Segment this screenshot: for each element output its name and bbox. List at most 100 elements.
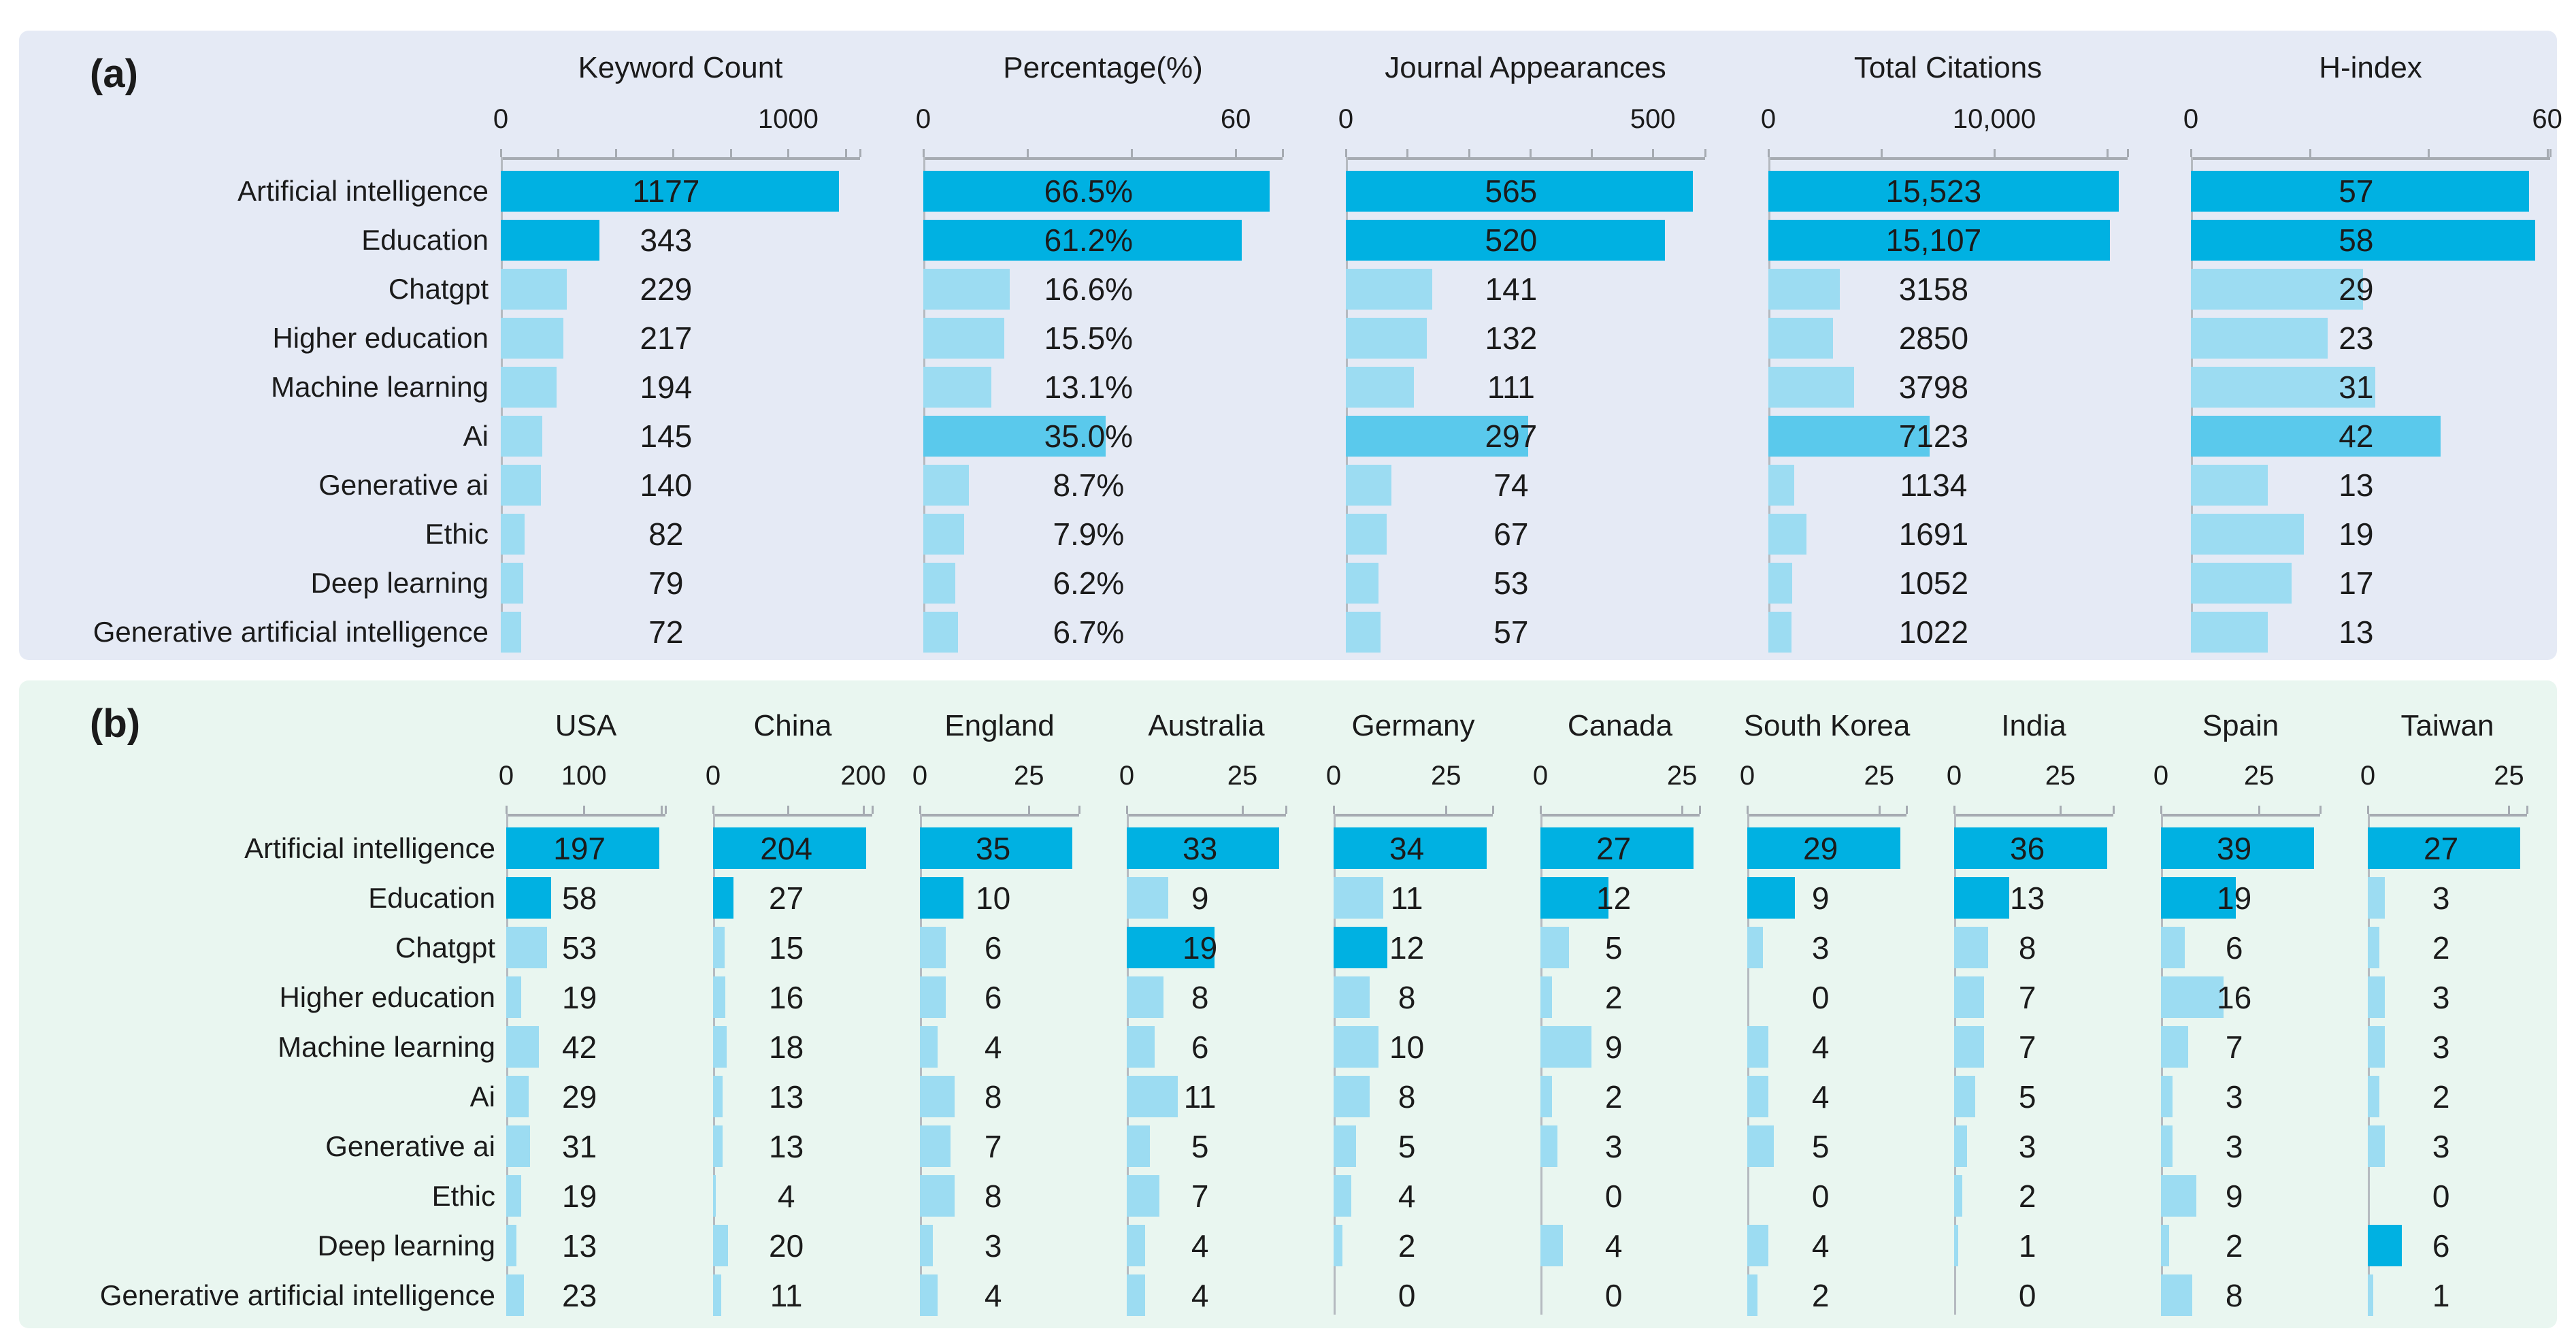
bar-value-label: 72 [648, 614, 684, 650]
axis-tick-label-zero: 0 [2183, 104, 2199, 134]
bar-value-label: 58 [562, 880, 597, 916]
axis-tick-label-max: 60 [2532, 104, 2562, 134]
row-label: Ethic [431, 1179, 495, 1212]
bar-value-label: 23 [2339, 320, 2374, 356]
bar [501, 612, 522, 653]
row-label: Higher education [279, 981, 495, 1013]
bar-value-label: 4 [1191, 1228, 1209, 1264]
chart-column: China 0 200 204 27 15 16 18 13 13 4 20 11 [706, 680, 886, 1328]
bar [506, 877, 552, 919]
column-title: England [944, 709, 1055, 742]
bar-value-label: 27 [1596, 830, 1632, 866]
bar [713, 927, 725, 968]
axis-tick-mark [1333, 806, 1335, 814]
bar-value-label: 13 [2339, 614, 2374, 650]
axis-tick-label-max: 25 [1227, 761, 1258, 791]
bar [1768, 220, 2110, 261]
bar [1768, 612, 1791, 653]
axis-tick-mark [1768, 149, 1770, 157]
bar [1954, 1076, 1976, 1117]
bar-value-label: 9 [1191, 880, 1209, 916]
axis-tick-label-max: 25 [1014, 761, 1044, 791]
bar [2191, 269, 2364, 310]
row-label: Higher education [272, 322, 489, 354]
axis-tick-mark [2160, 806, 2162, 814]
bar [2161, 927, 2185, 968]
bar [2368, 1274, 2374, 1316]
bar-value-label: 7123 [1898, 418, 1969, 454]
bar-value-label: 3 [2225, 1079, 2243, 1115]
chart-column: South Korea 0 25 29 9 3 0 4 4 5 0 4 2 [1740, 680, 1910, 1328]
bar-value-label: 2850 [1898, 320, 1969, 356]
bar-value-label: 17 [2339, 565, 2374, 601]
row-label: Artificial intelligence [237, 175, 489, 207]
column-title: South Korea [1743, 709, 1911, 742]
bar [501, 171, 840, 212]
column-title: H-index [2319, 51, 2422, 84]
bar-value-label: 194 [640, 369, 693, 405]
axis-tick-label-zero: 0 [705, 761, 721, 791]
bar-value-label: 33 [1183, 830, 1218, 866]
bar [1747, 827, 1900, 869]
bar [1768, 514, 1807, 555]
bar-value-label: 31 [562, 1128, 597, 1164]
bar-value-label: 3 [1604, 1128, 1623, 1164]
bar-value-label: 3 [2432, 1029, 2450, 1065]
bar-value-label: 61.2% [1044, 223, 1134, 258]
bar [1334, 1076, 1370, 1117]
bar-value-label: 4 [1811, 1228, 1830, 1264]
bar-value-label: 1691 [1898, 516, 1969, 552]
chart-column: Spain 0 25 39 19 6 16 7 3 3 9 2 8 [2153, 680, 2322, 1328]
bar [923, 563, 956, 604]
bar [501, 465, 542, 506]
bar-value-label: 140 [640, 467, 693, 503]
bar [923, 416, 1106, 457]
bar [2191, 465, 2268, 506]
bar-value-label: 520 [1485, 223, 1538, 258]
bar-value-label: 10 [976, 880, 1011, 916]
chart-column: Germany 0 25 34 11 12 8 10 8 5 4 2 0 [1326, 680, 1494, 1328]
axis-line [506, 814, 665, 817]
bar [2161, 877, 2236, 919]
bar [1127, 1076, 1178, 1117]
bar-value-label: 343 [640, 223, 693, 258]
row-label: Generative ai [318, 469, 489, 501]
row-label: Ai [469, 1080, 495, 1113]
axis-tick-mark [2549, 149, 2552, 157]
bar-value-label: 29 [1803, 830, 1838, 866]
bar-value-label: 57 [1493, 614, 1529, 650]
bar-value-label: 20 [769, 1228, 804, 1264]
axis-tick-label-zero: 0 [1325, 761, 1342, 791]
bar-value-label: 39 [2217, 830, 2252, 866]
bar-value-label: 7 [2018, 979, 2036, 1015]
bar-value-label: 34 [1389, 830, 1425, 866]
bar-value-label: 2 [1811, 1277, 1830, 1313]
bar-value-label: 11 [770, 1277, 803, 1313]
bar-value-label: 42 [562, 1029, 597, 1065]
axis-tick-mark [2113, 806, 2115, 814]
axis-tick-label-zero: 0 [493, 104, 509, 134]
bar-value-label: 2 [2225, 1228, 2243, 1264]
axis-tick-mark [923, 149, 925, 157]
bar [713, 1274, 722, 1316]
bar [2161, 1076, 2173, 1117]
bar-value-label: 141 [1485, 271, 1538, 307]
axis-line [1954, 814, 2113, 817]
bar-value-label: 3 [2018, 1128, 2036, 1164]
axis-line [923, 157, 1283, 160]
bar [501, 563, 524, 604]
axis-tick-mark [1699, 806, 1701, 814]
bar-value-label: 8 [1191, 979, 1209, 1015]
axis-tick-mark [2508, 806, 2511, 814]
bar [2191, 171, 2530, 212]
bar-value-label: 66.5% [1044, 174, 1134, 209]
bar [506, 1026, 539, 1068]
bar [920, 1274, 938, 1316]
bar [2161, 827, 2314, 869]
axis-tick-mark [1953, 806, 1955, 814]
bar-value-label: 4 [1811, 1079, 1830, 1115]
bar [2191, 220, 2536, 261]
axis-tick-label-max: 500 [1630, 104, 1676, 134]
bar-value-label: 2 [2432, 1079, 2450, 1115]
bar [920, 1076, 955, 1117]
